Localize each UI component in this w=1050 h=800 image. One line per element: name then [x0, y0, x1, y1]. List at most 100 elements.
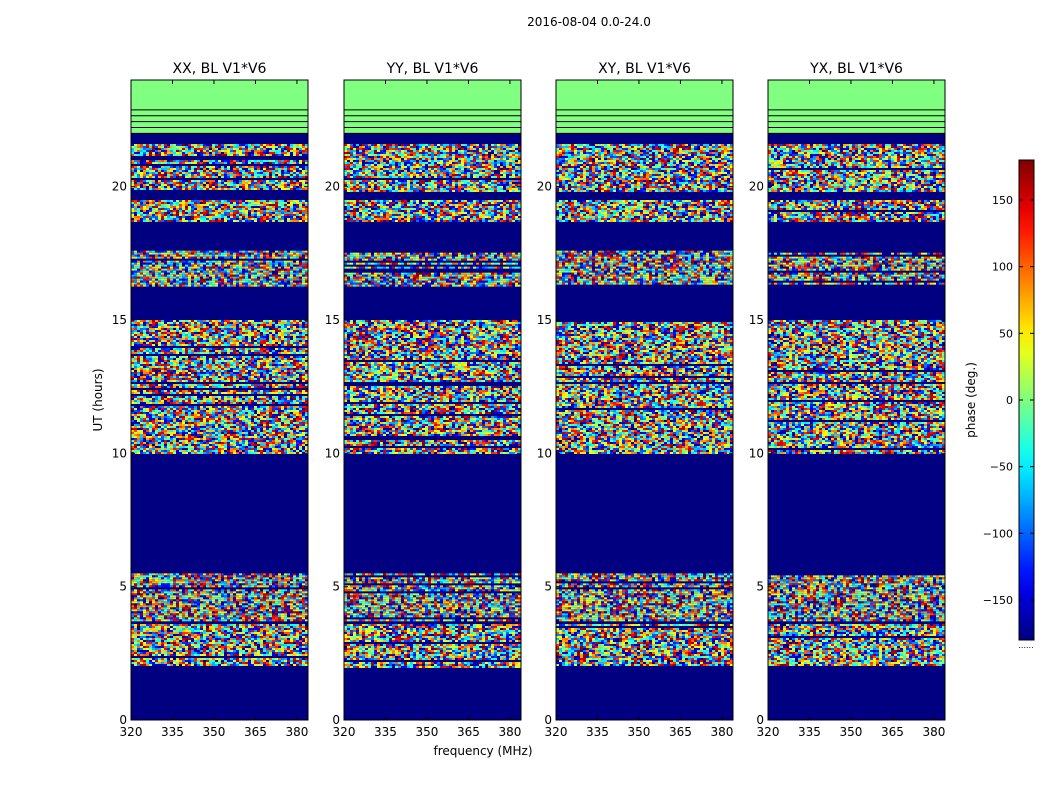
heatmap-cell: [248, 418, 251, 420]
heatmap-cell: [137, 440, 140, 442]
heatmap-cell: [293, 448, 296, 450]
heatmap-cell: [197, 440, 200, 442]
heatmap-cell: [269, 646, 272, 648]
heatmap-cell: [146, 636, 149, 638]
heatmap-cell: [164, 611, 167, 614]
heatmap-cell: [284, 575, 287, 578]
heatmap-cell: [284, 617, 287, 620]
heatmap-cell: [143, 444, 146, 446]
heatmap-cell: [182, 599, 185, 602]
heatmap-cell: [287, 322, 290, 324]
heatmap-cell: [248, 410, 251, 412]
heatmap-cell: [293, 595, 296, 598]
heatmap-cell: [158, 452, 161, 454]
heatmap-cell: [251, 432, 254, 434]
heatmap-cell: [170, 648, 173, 650]
heatmap-cell: [269, 434, 272, 436]
heatmap-cell: [251, 583, 254, 586]
heatmap-cell: [143, 579, 146, 582]
heatmap-cell: [194, 640, 197, 642]
heatmap-cell: [164, 652, 167, 654]
heatmap-cell: [245, 428, 248, 430]
heatmap-cell: [137, 408, 140, 410]
heatmap-cell: [227, 434, 230, 436]
heatmap-cell: [218, 664, 221, 666]
heatmap-cell: [290, 386, 293, 388]
heatmap-cell: [209, 438, 212, 440]
heatmap-cell: [269, 664, 272, 666]
heatmap-cell: [293, 324, 296, 326]
heatmap-cell: [287, 392, 290, 394]
heatmap-cell: [137, 328, 140, 330]
heatmap-cell: [302, 410, 305, 412]
heatmap-cell: [281, 424, 284, 426]
heatmap-cell: [131, 599, 134, 602]
heatmap-cell: [143, 611, 146, 614]
heatmap-cell: [218, 424, 221, 426]
heatmap-cell: [170, 579, 173, 582]
heatmap-cell: [134, 593, 137, 596]
heatmap-cell: [269, 585, 272, 588]
heatmap-cell: [182, 328, 185, 330]
heatmap-cell: [203, 420, 206, 422]
heatmap-cell: [209, 628, 212, 630]
heatmap-cell: [236, 589, 239, 592]
heatmap-cell: [188, 617, 191, 620]
heatmap-cell: [167, 398, 170, 400]
heatmap-cell: [164, 320, 167, 322]
heatmap-cell: [155, 392, 158, 394]
heatmap-cell: [230, 444, 233, 446]
heatmap-cell: [224, 630, 227, 632]
heatmap-cell: [146, 605, 149, 608]
heatmap-cell: [275, 626, 278, 628]
heatmap-cell: [302, 617, 305, 620]
heatmap-cell: [185, 320, 188, 322]
heatmap-cell: [194, 444, 197, 446]
heatmap-cell: [179, 601, 182, 604]
heatmap-cell: [248, 632, 251, 634]
heatmap-cell: [206, 392, 209, 394]
heatmap-cell: [194, 410, 197, 412]
heatmap-cell: [215, 400, 218, 402]
heatmap-cell: [191, 609, 194, 612]
heatmap-cell: [221, 338, 224, 340]
heatmap-cell: [290, 603, 293, 606]
heatmap-cell: [236, 609, 239, 612]
heatmap-cell: [236, 410, 239, 412]
heatmap-cell: [239, 634, 242, 636]
heatmap-cell: [200, 448, 203, 450]
heatmap-cell: [209, 664, 212, 666]
heatmap-cell: [173, 636, 176, 638]
heatmap-cell: [191, 583, 194, 586]
heatmap-cell: [209, 442, 212, 444]
heatmap-cell: [254, 400, 257, 402]
heatmap-cell: [221, 402, 224, 404]
heatmap-cell: [134, 628, 137, 630]
heatmap-cell: [182, 654, 185, 656]
heatmap-cell: [290, 424, 293, 426]
heatmap-cell: [131, 424, 134, 426]
heatmap-cell: [290, 577, 293, 580]
heatmap-cell: [152, 595, 155, 598]
heatmap-cell: [179, 338, 182, 340]
heatmap-cell: [212, 440, 215, 442]
heatmap-cell: [209, 452, 212, 454]
heatmap-cell: [161, 408, 164, 410]
heatmap-cell: [263, 579, 266, 582]
heatmap-cell: [146, 402, 149, 404]
heatmap-cell: [137, 624, 140, 626]
heatmap-cell: [233, 442, 236, 444]
heatmap-cell: [233, 434, 236, 436]
heatmap-cell: [227, 581, 230, 584]
heatmap-cell: [131, 660, 134, 662]
heatmap-cell: [236, 628, 239, 630]
heatmap-cell: [200, 640, 203, 642]
heatmap-cell: [179, 420, 182, 422]
heatmap-cell: [239, 646, 242, 648]
heatmap-cell: [161, 416, 164, 418]
heatmap-cell: [269, 432, 272, 434]
heatmap-cell: [254, 642, 257, 644]
heatmap-cell: [227, 436, 230, 438]
heatmap-cell: [131, 611, 134, 614]
heatmap-cell: [236, 634, 239, 636]
